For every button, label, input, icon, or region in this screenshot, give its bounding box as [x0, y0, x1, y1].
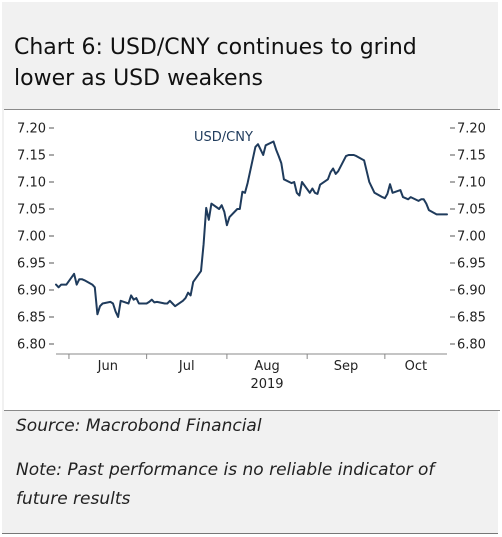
- x-tick-label: Oct: [405, 359, 427, 374]
- y-tick-label-left: 6.90: [17, 284, 46, 299]
- chart-title-line-1: Chart 6: USD/CNY continues to grind: [14, 35, 417, 60]
- y-tick-label-right: 7.05: [457, 203, 486, 218]
- x-tick-label: Aug: [254, 359, 279, 374]
- note-text: Note: Past performance is no reliable in…: [16, 456, 496, 514]
- plot-area: 7.20 7.20 7.15 7.15 7.10 7.10 7.05 7.05 7.00 7.00…: [4, 109, 500, 411]
- y-tick-label-right: 7.10: [457, 176, 486, 191]
- y-tick-label-left: 7.15: [17, 149, 46, 164]
- y-tick-label-left: 7.10: [17, 176, 46, 191]
- y-tick-label-left: 6.85: [17, 311, 46, 326]
- y-tick-label-right: 6.90: [457, 284, 486, 299]
- usd-cny-line-chart: 7.20 7.20 7.15 7.15 7.10 7.10 7.05 7.05 7.00 7.00…: [17, 122, 486, 393]
- x-tick-label: Jul: [178, 359, 195, 374]
- y-tick-label-right: 6.85: [457, 311, 486, 326]
- usd-cny-series-line: [55, 140, 448, 318]
- y-tick-label-right: 6.80: [457, 338, 486, 353]
- y-tick-label-left: 7.00: [17, 230, 46, 245]
- y-tick-label-left: 6.80: [17, 338, 46, 353]
- x-tick-label: Jun: [97, 359, 118, 374]
- y-tick-label-right: 7.00: [457, 230, 486, 245]
- y-tick-label-left: 7.05: [17, 203, 46, 218]
- series-label: USD/CNY: [194, 130, 253, 145]
- y-tick-label-right: 7.15: [457, 149, 486, 164]
- x-year-label: 2019: [250, 377, 283, 392]
- y-tick-label-right: 7.20: [457, 122, 486, 137]
- y-tick-label-left: 6.95: [17, 257, 46, 272]
- y-tick-label-right: 6.95: [457, 257, 486, 272]
- source-text: Source: Macrobond Financial: [16, 416, 262, 436]
- chart-title: Chart 6: USD/CNY continues to grind lowe…: [14, 32, 494, 94]
- note-line-2: future results: [16, 489, 131, 509]
- note-line-1: Note: Past performance is no reliable in…: [16, 460, 435, 480]
- chart-title-line-2: lower as USD weakens: [14, 66, 263, 91]
- y-tick-label-left: 7.20: [17, 122, 46, 137]
- x-tick-label: Sep: [334, 359, 359, 374]
